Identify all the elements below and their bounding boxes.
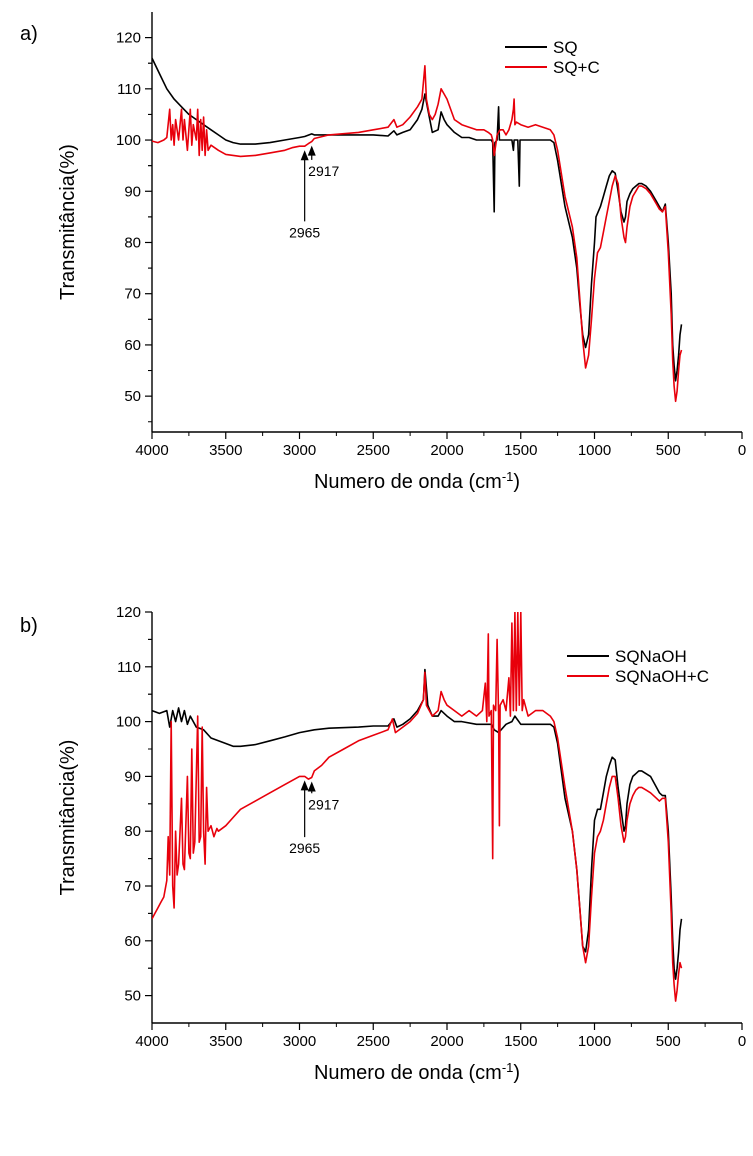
y-tick-label-a-50: 50 [124,388,141,405]
annotation-arrowhead-a-2965 [300,150,309,161]
annotation-label-a-2965: 2965 [289,224,320,240]
x-axis-title-sup-a: -1 [502,469,514,484]
annotation-label-b-2965: 2965 [289,840,320,856]
y-tick-label-a-100: 100 [116,132,141,149]
y-tick-label-a-120: 120 [116,30,141,47]
x-tick-label-a-3500: 3500 [209,442,242,459]
x-tick-label-b-1500: 1500 [504,1033,537,1050]
chart-panel-b: b) 4000 3500 3000 2500 2000 1500 1000 500 0 50 60 70… [20,604,746,1084]
series-line-sq [152,57,683,382]
annotation-arrowhead-a-2917 [307,145,316,156]
x-axis-title-a: Numero de onda (cm-1) [314,469,520,494]
series-line-sq-c [152,65,683,403]
x-tick-label-b-500: 500 [656,1033,681,1050]
x-axis-title-end-a: ) [513,471,520,493]
annotation-arrowhead-b-2965 [300,780,309,791]
legend-label-b-0: SQNaOH [615,647,687,666]
y-tick-label-b-120: 120 [116,604,141,621]
panel-label-a: a) [20,23,38,45]
x-axis-title-main-b: Numero de onda (cm [314,1062,502,1084]
x-tick-label-b-3000: 3000 [283,1033,316,1050]
x-tick-label-a-2500: 2500 [357,442,390,459]
y-tick-label-a-70: 70 [124,286,141,303]
annotation-arrowhead-b-2917 [307,781,316,792]
x-axis-title-b: Numero de onda (cm-1) [314,1060,520,1085]
x-tick-label-b-2000: 2000 [430,1033,463,1050]
x-tick-label-b-4000: 4000 [135,1033,168,1050]
legend-label-b-1: SQNaOH+C [615,667,709,686]
y-tick-label-a-90: 90 [124,183,141,200]
y-tick-label-b-70: 70 [124,878,141,895]
x-tick-label-b-1000: 1000 [578,1033,611,1050]
y-tick-label-b-90: 90 [124,768,141,785]
x-axis-title-end-b: ) [513,1062,520,1084]
x-tick-label-b-3500: 3500 [209,1033,242,1050]
panel-label-b: b) [20,615,38,637]
x-tick-label-a-500: 500 [656,442,681,459]
x-tick-label-a-1000: 1000 [578,442,611,459]
y-axis-title-b: Transmitância(%) [57,740,79,896]
x-tick-label-a-3000: 3000 [283,442,316,459]
x-axis-title-sup-b: -1 [502,1060,514,1075]
y-tick-label-a-60: 60 [124,337,141,354]
x-tick-label-a-1500: 1500 [504,442,537,459]
annotation-label-b-2917: 2917 [308,796,339,812]
y-tick-label-b-110: 110 [117,659,141,676]
y-tick-label-a-80: 80 [124,234,141,251]
x-tick-label-b-2500: 2500 [357,1033,390,1050]
series-line-sqnaoh-c [152,612,683,1002]
y-tick-label-b-100: 100 [116,714,141,731]
x-tick-label-a-4000: 4000 [135,442,168,459]
y-axis-title-a: Transmitância(%) [57,144,79,300]
x-tick-label-a-0: 0 [738,442,746,459]
y-tick-label-b-50: 50 [124,988,141,1005]
y-tick-label-b-80: 80 [124,823,141,840]
x-axis-title-main-a: Numero de onda (cm [314,471,502,493]
series-line-sqnaoh [152,668,683,980]
x-tick-label-b-0: 0 [738,1033,746,1050]
legend-label-a-1: SQ+C [553,58,600,77]
legend-label-a-0: SQ [553,38,578,57]
y-tick-label-b-60: 60 [124,933,141,950]
annotation-label-a-2917: 2917 [308,163,339,179]
y-tick-label-a-110: 110 [117,81,141,98]
chart-panel-a: a) 4000 3500 3000 2500 2000 1500 1000 500 0 50 60 70… [20,12,746,493]
x-tick-label-a-2000: 2000 [430,442,463,459]
